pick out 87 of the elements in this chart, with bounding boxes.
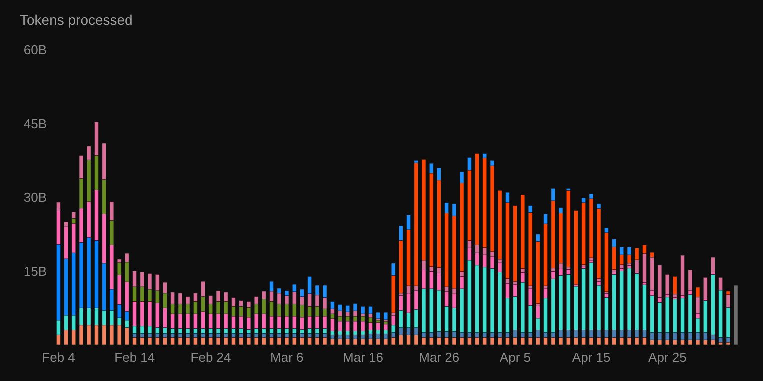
bar bbox=[376, 312, 380, 320]
bar bbox=[368, 322, 373, 330]
bar bbox=[368, 338, 373, 345]
bar bbox=[384, 312, 388, 320]
bar bbox=[673, 276, 678, 295]
bar bbox=[360, 321, 366, 332]
bar bbox=[155, 337, 160, 345]
x-tick-label: Mar 16 bbox=[343, 350, 384, 366]
bar bbox=[239, 337, 244, 345]
bar bbox=[201, 337, 206, 345]
bar bbox=[528, 337, 533, 345]
bar bbox=[498, 337, 502, 345]
bar bbox=[680, 255, 685, 296]
bar bbox=[140, 337, 145, 345]
bar bbox=[308, 337, 312, 345]
bar bbox=[338, 338, 342, 345]
bar bbox=[368, 306, 373, 314]
bar bbox=[330, 318, 335, 332]
bar bbox=[665, 274, 670, 295]
bar bbox=[460, 337, 464, 345]
bar bbox=[315, 337, 320, 345]
bar bbox=[346, 321, 350, 332]
y-tick-label: 30B bbox=[24, 190, 47, 206]
bar bbox=[566, 190, 571, 268]
bar bbox=[688, 270, 693, 292]
y-tick-label: 45B bbox=[24, 116, 47, 132]
y-tick-label: 15B bbox=[24, 264, 47, 279]
bar bbox=[429, 337, 434, 345]
bar bbox=[170, 337, 175, 345]
bar bbox=[246, 337, 252, 345]
bar bbox=[703, 277, 708, 298]
bar bbox=[178, 337, 183, 345]
bar bbox=[338, 321, 342, 332]
bar bbox=[384, 324, 388, 330]
x-tick-label: Feb 4 bbox=[42, 350, 76, 366]
bar bbox=[520, 337, 526, 345]
bar bbox=[422, 337, 426, 345]
bar bbox=[224, 337, 228, 345]
x-tick-label: Feb 14 bbox=[114, 350, 156, 366]
bar bbox=[284, 337, 290, 345]
x-tick-label: Mar 6 bbox=[270, 350, 304, 366]
bar bbox=[353, 338, 358, 345]
bar bbox=[360, 338, 366, 345]
bar bbox=[277, 337, 282, 345]
y-tick-label: 60B bbox=[24, 42, 47, 58]
bar bbox=[711, 340, 716, 345]
x-tick-label: Apr 15 bbox=[572, 350, 611, 366]
bar bbox=[270, 337, 274, 345]
bar bbox=[391, 337, 396, 345]
bar bbox=[513, 206, 518, 282]
bar bbox=[292, 337, 297, 345]
x-tick-label: Apr 5 bbox=[500, 350, 532, 366]
x-tick-label: Apr 25 bbox=[648, 350, 687, 366]
bar bbox=[475, 337, 480, 345]
chart-title: Tokens processed bbox=[20, 12, 133, 28]
bar bbox=[163, 337, 168, 345]
bar bbox=[384, 338, 388, 345]
x-tick-label: Mar 26 bbox=[419, 350, 460, 366]
bar bbox=[360, 306, 366, 314]
bar bbox=[148, 337, 152, 345]
bar bbox=[262, 337, 266, 345]
bar bbox=[300, 337, 304, 345]
bar bbox=[520, 194, 526, 269]
bar bbox=[468, 337, 472, 345]
bar bbox=[498, 190, 502, 260]
bar bbox=[186, 337, 190, 345]
bar bbox=[376, 322, 380, 330]
bar bbox=[544, 337, 548, 345]
bar bbox=[734, 285, 738, 345]
bar bbox=[132, 337, 137, 345]
bar bbox=[506, 337, 510, 345]
bar bbox=[322, 337, 328, 345]
bar bbox=[376, 338, 380, 345]
bar bbox=[574, 210, 578, 285]
bar bbox=[551, 337, 556, 345]
bar bbox=[482, 337, 488, 345]
bar bbox=[216, 337, 221, 345]
bar bbox=[711, 257, 716, 272]
x-tick-label: Feb 24 bbox=[190, 350, 232, 366]
bar bbox=[490, 337, 495, 345]
bar bbox=[254, 337, 259, 345]
bar bbox=[346, 338, 350, 345]
bar bbox=[208, 337, 214, 345]
bar bbox=[232, 337, 236, 345]
bar bbox=[353, 321, 358, 332]
bar bbox=[330, 338, 335, 345]
bar bbox=[194, 337, 198, 345]
